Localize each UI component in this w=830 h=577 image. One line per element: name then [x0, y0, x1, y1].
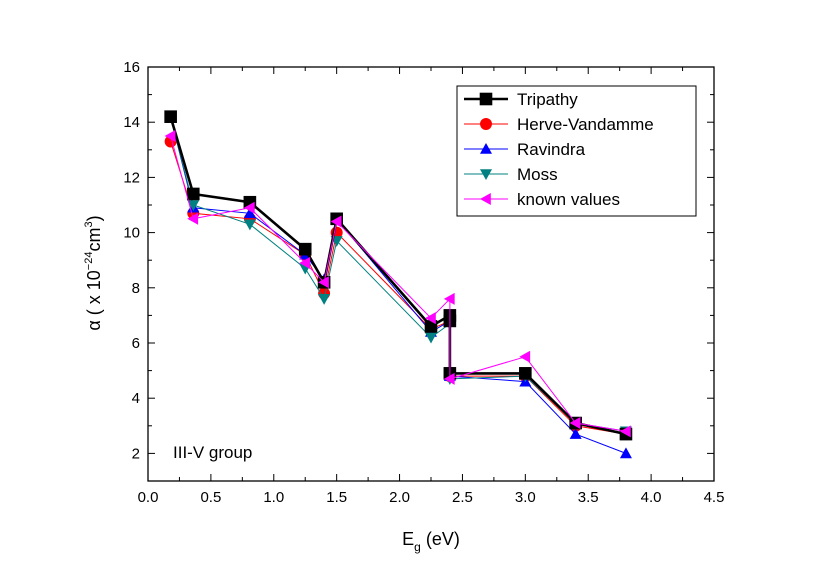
x-axis-title-subscript: g — [414, 540, 421, 554]
data-point — [619, 447, 632, 459]
legend-label: known values — [517, 190, 620, 209]
series-line — [170, 135, 627, 432]
legend-marker — [479, 92, 493, 106]
series-known-values — [164, 130, 631, 438]
data-point — [619, 425, 631, 438]
y-tick-label: 14 — [123, 114, 140, 131]
data-point — [569, 417, 581, 430]
y-tick-label: 10 — [123, 225, 140, 242]
legend-marker — [480, 118, 492, 130]
x-tick-label: 2.0 — [389, 489, 410, 506]
y-tick-label: 8 — [132, 280, 140, 297]
x-axis-title-main: E — [402, 529, 414, 549]
x-axis-title: Eg (eV) — [402, 529, 460, 554]
y-tick-label: 4 — [132, 390, 140, 407]
data-point — [443, 372, 455, 385]
data-point — [519, 367, 532, 380]
x-tick-label: 3.0 — [515, 489, 536, 506]
data-point — [299, 256, 311, 269]
legend-label: Ravindra — [517, 140, 586, 159]
x-tick-label: 4.5 — [704, 489, 725, 506]
data-point — [330, 215, 342, 228]
series-layer — [164, 110, 633, 459]
data-point — [164, 130, 176, 142]
data-point — [164, 110, 177, 123]
series-line — [170, 116, 627, 454]
legend: Tripathy Herve-Vandamme Ravindra Moss known … — [456, 85, 697, 217]
x-axis-title-unit: (eV) — [421, 529, 460, 549]
series-line — [170, 116, 627, 432]
y-axis-title-unit-superscript: 3 — [83, 221, 95, 227]
y-tick-label: 16 — [123, 59, 140, 76]
y-tick-label: 2 — [132, 445, 140, 462]
data-point — [298, 242, 312, 256]
legend-label: Herve-Vandamme — [517, 115, 654, 134]
data-point — [519, 350, 531, 363]
data-point — [243, 219, 256, 231]
y-axis-title-main: α ( x 10 — [84, 270, 104, 330]
data-point — [243, 207, 256, 219]
x-tick-label: 0.5 — [200, 489, 221, 506]
y-axis-title: α ( x 10−24cm3) — [83, 215, 104, 330]
annotation-text: III-V group — [173, 443, 252, 462]
x-tick-label: 1.5 — [326, 489, 347, 506]
y-tick-label: 12 — [123, 169, 140, 186]
data-point — [318, 294, 331, 305]
x-tick-label: 4.0 — [641, 489, 662, 506]
legend-box — [456, 85, 697, 217]
data-point — [187, 212, 199, 225]
legend-marker — [480, 169, 492, 180]
x-tick-label: 0.0 — [138, 489, 159, 506]
data-point — [318, 276, 329, 289]
legend-marker — [480, 143, 492, 154]
x-tick-label: 2.5 — [452, 489, 473, 506]
data-point — [187, 200, 200, 211]
data-point — [569, 428, 582, 439]
ticks-layer: 0.0 0.5 1.0 1.5 2.0 2.5 3.0 3.5 4.0 4.5 2 4 6 8 10 12 14… — [123, 59, 724, 506]
y-axis-title-close: ) — [84, 215, 104, 221]
data-point — [186, 187, 200, 201]
x-tick-label: 3.5 — [578, 489, 599, 506]
data-point — [425, 332, 437, 344]
legend-label: Tripathy — [517, 90, 578, 109]
data-point — [443, 292, 455, 305]
legend-marker — [480, 193, 491, 205]
data-point — [425, 312, 436, 325]
legend-label: Moss — [517, 165, 558, 184]
x-tick-label: 1.0 — [263, 489, 284, 506]
data-point — [243, 201, 255, 214]
y-axis-title-unit: cm — [84, 228, 104, 252]
y-axis-title-superscript: −24 — [83, 252, 95, 271]
y-tick-label: 6 — [132, 335, 140, 352]
